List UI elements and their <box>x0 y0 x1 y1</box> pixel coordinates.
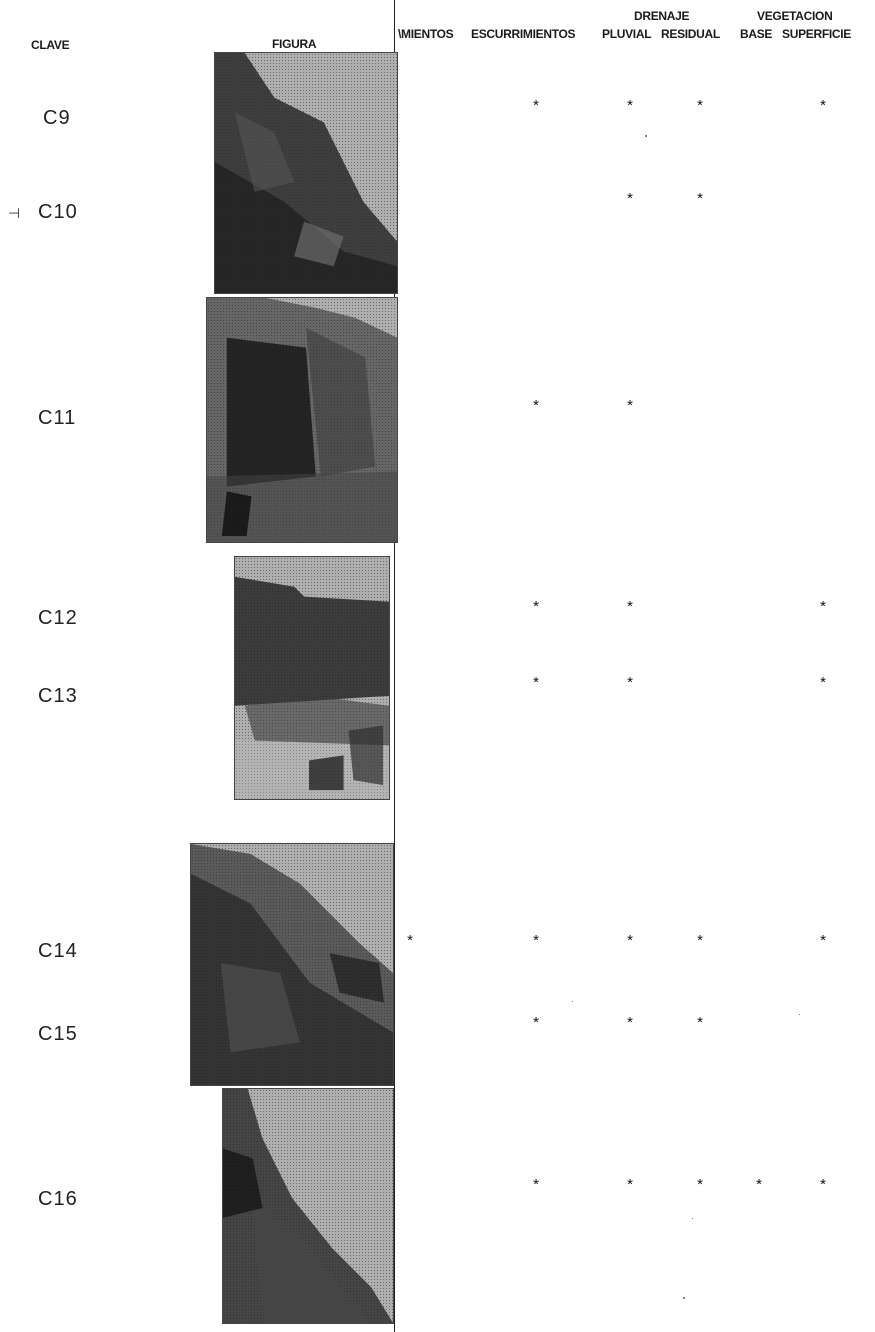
mark-c16-superficie: * <box>820 1176 826 1193</box>
photo-c16 <box>222 1088 394 1324</box>
scan-speck <box>692 1218 693 1219</box>
photo-c11 <box>206 297 398 543</box>
row-key: C12 <box>38 607 78 629</box>
column-divider <box>394 0 395 1332</box>
mark-c13-escurrimientos: * <box>533 674 539 691</box>
mark-c15-escurrimientos: * <box>533 1014 539 1031</box>
mark-c11-escurrimientos: * <box>533 397 539 414</box>
header-clave: CLAVE <box>31 38 70 52</box>
mark-c9-pluvial: * <box>627 97 633 114</box>
mark-c11-pluvial: * <box>627 397 633 414</box>
header-pluvial: PLUVIAL <box>602 27 652 41</box>
row-key: C16 <box>38 1188 78 1210</box>
mark-c10-pluvial: * <box>627 190 633 207</box>
header-escurrimientos: ESCURRIMIENTOS <box>471 27 576 41</box>
mark-c9-escurrimientos: * <box>533 97 539 114</box>
header-superficie: SUPERFICIE <box>782 27 852 41</box>
mark-c9-superficie: * <box>820 97 826 114</box>
scan-speck <box>572 1001 573 1002</box>
mark-c15-pluvial: * <box>627 1014 633 1031</box>
header-residual: RESIDUAL <box>661 27 720 41</box>
row-key: C14 <box>38 940 78 962</box>
mark-c14-pluvial: * <box>627 932 633 949</box>
header-figura: FIGURA <box>272 37 317 51</box>
mark-c16-pluvial: * <box>627 1176 633 1193</box>
mark-c16-residual: * <box>697 1176 703 1193</box>
mark-c12-superficie: * <box>820 598 826 615</box>
row-key: C9 <box>43 107 71 129</box>
mark-c14-superficie: * <box>820 932 826 949</box>
mark-c9-residual: * <box>697 97 703 114</box>
header-base: BASE <box>740 27 773 41</box>
scan-speck <box>799 1014 800 1015</box>
mark-c10-residual: * <box>697 190 703 207</box>
row-key: C13 <box>38 685 78 707</box>
mark-c15-residual: * <box>697 1014 703 1031</box>
row-key: C15 <box>38 1023 78 1045</box>
scan-speck <box>645 135 647 137</box>
photo-c9-c10 <box>214 52 398 294</box>
scan-speck <box>683 1297 685 1299</box>
photo-c12-c13 <box>234 556 390 800</box>
row-key: C10 <box>38 201 78 223</box>
row-key: C11 <box>38 407 77 429</box>
header-drenaje: DRENAJE <box>634 9 690 23</box>
mark-c12-escurrimientos: * <box>533 598 539 615</box>
mark-c14-residual: * <box>697 932 703 949</box>
mark-c12-pluvial: * <box>627 598 633 615</box>
header-vegetacion: VEGETACION <box>757 9 833 23</box>
mark-c14-mientos: * <box>407 932 413 949</box>
mark-c13-pluvial: * <box>627 674 633 691</box>
header-mientos: \MIENTOS <box>398 27 454 41</box>
photo-c14-c15 <box>190 843 394 1086</box>
margin-mark: ⊣ <box>8 205 21 221</box>
mark-c16-escurrimientos: * <box>533 1176 539 1193</box>
mark-c16-base: * <box>756 1176 762 1193</box>
mark-c13-superficie: * <box>820 674 826 691</box>
mark-c14-escurrimientos: * <box>533 932 539 949</box>
